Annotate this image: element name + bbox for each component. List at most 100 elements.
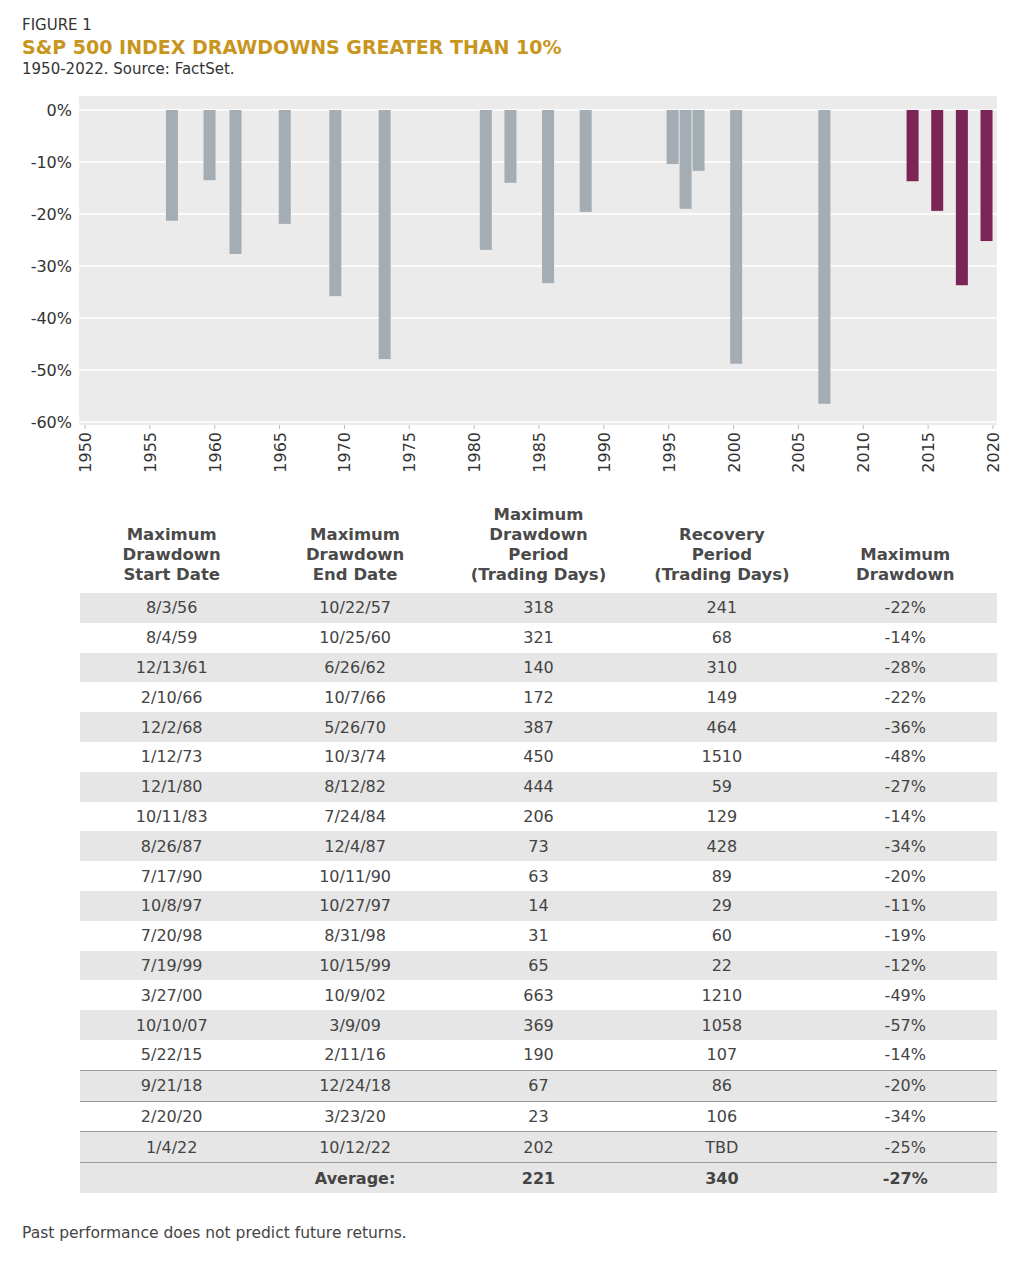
table-cell: -20% bbox=[814, 861, 997, 891]
table-row: 2/20/203/23/2023106-34% bbox=[80, 1101, 997, 1132]
table-cell: 8/26/87 bbox=[80, 831, 263, 861]
table-cell: 12/1/80 bbox=[80, 772, 263, 802]
table-cell: 318 bbox=[447, 593, 630, 623]
x-tick-label: 1955 bbox=[141, 432, 160, 473]
table-cell: 369 bbox=[447, 1010, 630, 1040]
x-tick bbox=[603, 425, 604, 429]
x-tick-label: 1960 bbox=[206, 432, 225, 473]
table-cell: 107 bbox=[630, 1040, 813, 1070]
bar bbox=[379, 110, 391, 359]
figure-label: FIGURE 1 bbox=[22, 16, 92, 34]
table-row: 1/12/7310/3/744501510-48% bbox=[80, 742, 997, 772]
table-cell: 1/12/73 bbox=[80, 742, 263, 772]
table-cell: 3/9/09 bbox=[263, 1010, 446, 1040]
average-cell: -27% bbox=[814, 1163, 997, 1194]
x-tick bbox=[539, 425, 540, 429]
bar bbox=[580, 110, 592, 212]
table-cell: -11% bbox=[814, 891, 997, 921]
table-cell: 106 bbox=[630, 1101, 813, 1132]
table-cell: 450 bbox=[447, 742, 630, 772]
bar bbox=[931, 110, 943, 211]
table-row: 3/27/0010/9/026631210-49% bbox=[80, 980, 997, 1010]
y-tick-label: -30% bbox=[31, 257, 72, 276]
table-cell: -22% bbox=[814, 682, 997, 712]
average-cell: 340 bbox=[630, 1163, 813, 1194]
grid-line bbox=[79, 421, 997, 423]
bar bbox=[818, 110, 830, 404]
table-cell: -49% bbox=[814, 980, 997, 1010]
grid-line bbox=[79, 161, 997, 163]
y-tick-label: -40% bbox=[31, 309, 72, 328]
bar bbox=[480, 110, 492, 250]
table-cell: -22% bbox=[814, 593, 997, 623]
x-tick bbox=[733, 425, 734, 429]
table-cell: 10/11/83 bbox=[80, 802, 263, 832]
table-row: 2/10/6610/7/66172149-22% bbox=[80, 682, 997, 712]
y-tick-label: -60% bbox=[31, 413, 72, 432]
header-text: (Trading Days) bbox=[447, 565, 630, 585]
table-cell: 444 bbox=[447, 772, 630, 802]
table-cell: -14% bbox=[814, 1040, 997, 1070]
bars bbox=[166, 110, 993, 404]
table-cell: 172 bbox=[447, 682, 630, 712]
header-text: Recovery bbox=[630, 525, 813, 545]
x-tick-label: 1970 bbox=[335, 432, 354, 473]
table-cell bbox=[80, 1163, 263, 1194]
table-cell: 3/27/00 bbox=[80, 980, 263, 1010]
grid-line bbox=[79, 369, 997, 371]
table-cell: 7/17/90 bbox=[80, 861, 263, 891]
table-cell: 10/27/97 bbox=[263, 891, 446, 921]
table-cell: 10/12/22 bbox=[263, 1132, 446, 1163]
table-cell: 10/15/99 bbox=[263, 951, 446, 981]
table-cell: 428 bbox=[630, 831, 813, 861]
table-cell: 3/23/20 bbox=[263, 1101, 446, 1132]
table-cell: 663 bbox=[447, 980, 630, 1010]
header-text: Drawdown bbox=[80, 545, 263, 565]
table-cell: 1/4/22 bbox=[80, 1132, 263, 1163]
table-cell: 10/11/90 bbox=[263, 861, 446, 891]
average-cell: 221 bbox=[447, 1163, 630, 1194]
table-cell: 10/22/57 bbox=[263, 593, 446, 623]
chart-subtitle: 1950-2022. Source: FactSet. bbox=[22, 60, 235, 78]
table-cell: 387 bbox=[447, 712, 630, 742]
bar bbox=[680, 110, 692, 209]
table-cell: 8/12/82 bbox=[263, 772, 446, 802]
x-tick bbox=[279, 425, 280, 429]
header-cell: MaximumDrawdown bbox=[814, 505, 997, 593]
bar bbox=[667, 110, 679, 164]
bar bbox=[907, 110, 919, 181]
table-cell: 10/10/07 bbox=[80, 1010, 263, 1040]
x-tick bbox=[668, 425, 669, 429]
header-text: Period bbox=[630, 545, 813, 565]
table-cell: 10/3/74 bbox=[263, 742, 446, 772]
table-cell: 60 bbox=[630, 921, 813, 951]
table-cell: 7/20/98 bbox=[80, 921, 263, 951]
table-cell: 10/8/97 bbox=[80, 891, 263, 921]
table-cell: 23 bbox=[447, 1101, 630, 1132]
header-text: Drawdown bbox=[814, 565, 997, 585]
header-text: End Date bbox=[263, 565, 446, 585]
table-row: 7/17/9010/11/906389-20% bbox=[80, 861, 997, 891]
table-cell: 2/10/66 bbox=[80, 682, 263, 712]
table-cell: 8/31/98 bbox=[263, 921, 446, 951]
header-text: Drawdown bbox=[447, 525, 630, 545]
table-cell: 129 bbox=[630, 802, 813, 832]
table-cell: -25% bbox=[814, 1132, 997, 1163]
header-text: Drawdown bbox=[263, 545, 446, 565]
x-tick-label: 1950 bbox=[76, 432, 95, 473]
table-row: 1/4/2210/12/22202TBD-25% bbox=[80, 1132, 997, 1163]
table-cell: -36% bbox=[814, 712, 997, 742]
bar bbox=[329, 110, 341, 296]
table-cell: 10/25/60 bbox=[263, 623, 446, 653]
bar bbox=[542, 110, 554, 283]
table-cell: 5/26/70 bbox=[263, 712, 446, 742]
table-row: 7/19/9910/15/996522-12% bbox=[80, 951, 997, 981]
bar bbox=[166, 110, 178, 221]
x-tick-label: 2015 bbox=[919, 432, 938, 473]
table-cell: 12/4/87 bbox=[263, 831, 446, 861]
x-tick bbox=[928, 425, 929, 429]
header-text: (Trading Days) bbox=[630, 565, 813, 585]
table-cell: 206 bbox=[447, 802, 630, 832]
x-tick bbox=[149, 425, 150, 429]
y-tick-label: -10% bbox=[31, 153, 72, 172]
